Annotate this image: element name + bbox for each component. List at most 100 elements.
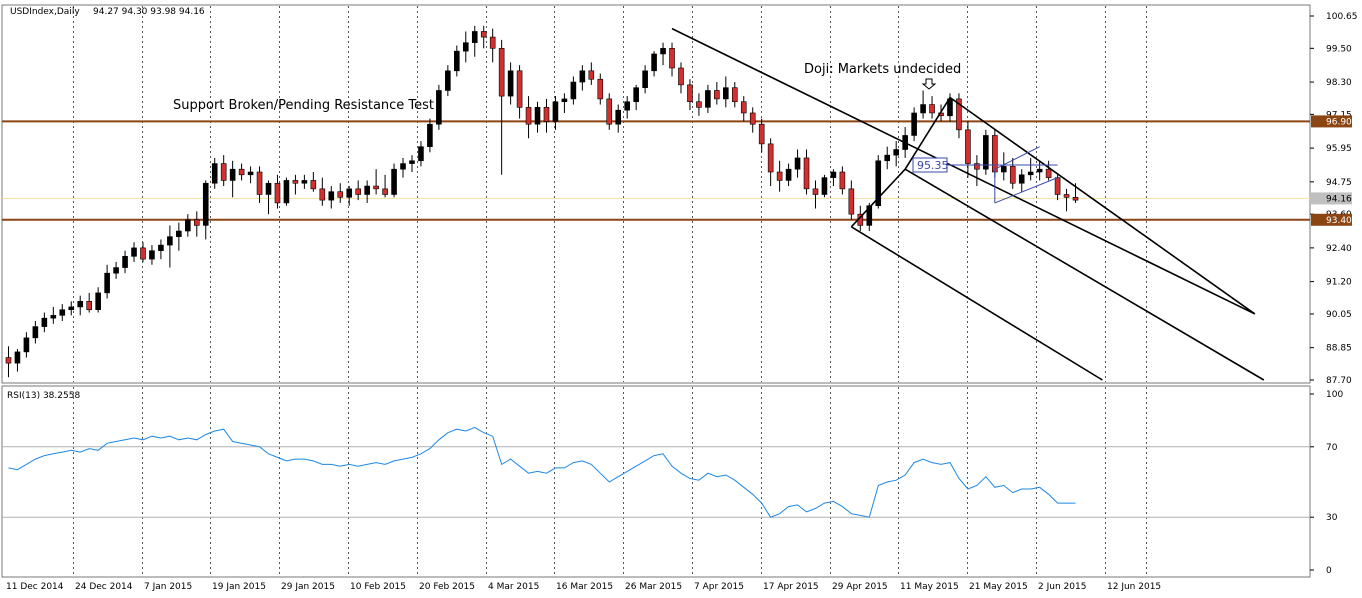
candle (122, 250, 128, 274)
candle (1045, 160, 1052, 181)
candle-body (167, 236, 173, 246)
candle-body (525, 107, 532, 125)
candle (498, 39, 505, 175)
candle-body (238, 168, 245, 176)
candle (409, 155, 415, 172)
x-tick-label: 11 Dec 2014 (6, 582, 64, 592)
candle-body (113, 267, 119, 274)
candle (77, 295, 84, 316)
symbol-header: USDIndex,Daily (10, 7, 80, 17)
candle (696, 93, 702, 116)
candle-body (176, 230, 182, 237)
candle (776, 160, 783, 192)
x-tick-label: 4 Mar 2015 (488, 582, 539, 592)
x-tick-label: 7 Apr 2015 (694, 582, 744, 592)
candle-body (32, 326, 39, 339)
candle-body (705, 90, 711, 108)
candle-body (624, 101, 630, 111)
candle (140, 242, 146, 262)
candle-body (256, 171, 263, 195)
candle-body (346, 188, 353, 198)
candle-body (436, 90, 442, 125)
candle-body (911, 112, 917, 136)
candle-body (579, 70, 586, 83)
candle-body (839, 171, 846, 190)
candle (445, 65, 451, 97)
candle (480, 25, 487, 49)
candle (355, 180, 361, 201)
candle-body (274, 182, 281, 204)
candle (965, 121, 971, 178)
candle-body (669, 48, 675, 69)
candle-body (427, 123, 433, 148)
candle (534, 101, 541, 133)
candle-body (489, 36, 496, 49)
candle (588, 62, 595, 85)
y-tick-label: 97.15 (1326, 110, 1352, 120)
pennant-bottom (994, 177, 1058, 204)
candle (633, 84, 639, 111)
candle-body (956, 98, 962, 131)
candle-body (59, 309, 66, 316)
candle (651, 51, 657, 77)
rsi-y-tick-label: 0 (1326, 566, 1332, 576)
candle (1063, 188, 1070, 212)
candle-body (740, 101, 747, 114)
price-tag-bg (1311, 192, 1352, 205)
y-tick-label: 94.75 (1326, 178, 1352, 188)
candle-body (14, 351, 21, 364)
candle-body (1072, 196, 1079, 201)
candle-body (875, 160, 882, 207)
pitchfork-handle (850, 168, 906, 228)
price-tag: 94.16 (1311, 192, 1352, 205)
candle (95, 287, 101, 313)
candle (821, 174, 828, 198)
candle-body (893, 149, 899, 156)
candle (839, 166, 846, 195)
candle (525, 96, 532, 139)
candle-body (785, 168, 792, 181)
candle (364, 180, 370, 203)
candle (113, 261, 119, 279)
x-tick-label: 2 Jun 2015 (1038, 582, 1086, 592)
candle (543, 98, 550, 133)
candle-body (1063, 194, 1070, 198)
candle (1000, 152, 1007, 181)
price-tag-label: 94.16 (1326, 194, 1352, 204)
candle (400, 157, 406, 178)
candle-body (95, 292, 101, 311)
candle-body (140, 247, 146, 260)
rsi-header: RSI(13) 38.2558 (7, 391, 80, 401)
candle-body (373, 185, 379, 190)
candle-body (615, 109, 622, 125)
candle (561, 93, 568, 113)
candle-body (211, 163, 218, 184)
candle (301, 174, 308, 189)
candle-body (185, 219, 191, 232)
candle-body (848, 188, 855, 215)
x-tick-label: 29 Apr 2015 (832, 582, 888, 592)
candle (1009, 157, 1016, 189)
y-tick-label: 99.50 (1326, 44, 1352, 54)
candle (202, 180, 209, 240)
annotation-doji: Doji: Markets undecided (804, 62, 961, 77)
x-tick-label: 24 Dec 2014 (75, 582, 133, 592)
grid-layer (73, 6, 1147, 576)
channel-upper-line-2 (949, 96, 1256, 315)
candle-body (983, 135, 989, 170)
candle-body (462, 42, 469, 52)
candle-body (1009, 166, 1016, 184)
price-tag-bg (1311, 115, 1352, 128)
candle-body (651, 53, 657, 72)
candle-body (507, 70, 514, 97)
y-tick-label: 88.85 (1326, 344, 1352, 354)
candle-body (534, 107, 541, 125)
candle-body (247, 171, 254, 176)
candle-body (642, 70, 648, 88)
candle-body (552, 101, 559, 122)
candle (167, 225, 173, 268)
candle-body (965, 129, 971, 164)
y-tick-label: 91.20 (1326, 278, 1352, 288)
candle-body (337, 191, 344, 198)
price-tag-label: 96.90 (1326, 117, 1352, 127)
